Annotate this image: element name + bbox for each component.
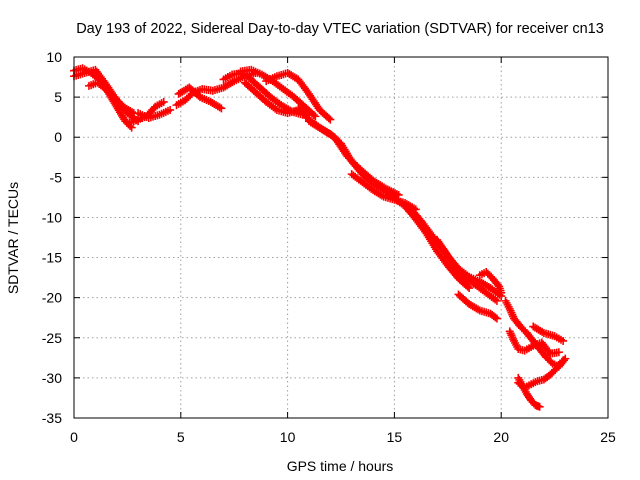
data-point [463, 282, 472, 291]
data-point [326, 115, 335, 124]
y-tick-label: 0 [54, 129, 62, 145]
axis-ticks [73, 56, 609, 419]
data-point [559, 356, 568, 365]
series-track-2 [70, 65, 143, 126]
data-point [554, 348, 563, 357]
data-point [324, 114, 333, 123]
y-tick-label: -10 [42, 209, 62, 225]
data-point [492, 314, 501, 323]
series-track-21 [505, 327, 563, 358]
x-tick-labels: 0 5 10 15 20 25 [70, 429, 616, 445]
series-track-3 [84, 78, 138, 118]
y-tick-label: -5 [50, 169, 63, 185]
x-axis-label: GPS time / hours [287, 458, 394, 474]
y-tick-label: -25 [42, 330, 62, 346]
data-point [465, 284, 474, 293]
data-point [535, 402, 544, 411]
data-point [377, 191, 386, 200]
data-point [389, 188, 398, 197]
data-point [491, 313, 500, 322]
data-point [128, 108, 137, 117]
y-tick-label: -20 [42, 290, 62, 306]
x-tick-label: 15 [387, 429, 403, 445]
y-axis-label: SDTVAR / TECUs [5, 182, 21, 294]
series-track-19 [475, 267, 506, 297]
data-point [559, 336, 568, 345]
data-point [474, 305, 483, 314]
y-tick-label: -15 [42, 250, 62, 266]
data-point [383, 185, 392, 194]
y-tick-label: -30 [42, 370, 62, 386]
data-point [159, 97, 168, 106]
data-point [311, 112, 320, 121]
data-point [215, 103, 224, 112]
data-point [217, 104, 226, 113]
series-track-7 [174, 83, 226, 113]
data-point [492, 296, 501, 305]
series-track-18 [454, 290, 501, 323]
data-point [385, 186, 394, 195]
y-tick-label: -35 [42, 410, 62, 426]
series-track-16 [407, 205, 501, 305]
data-point [387, 187, 396, 196]
series-track-11 [262, 69, 335, 124]
y-tick-label: 5 [54, 89, 62, 105]
data-point [557, 357, 566, 366]
x-tick-label: 25 [600, 429, 616, 445]
series-track-13 [304, 117, 403, 199]
chart-title: Day 193 of 2022, Sidereal Day-to-day VTE… [76, 21, 604, 37]
data-point [538, 327, 547, 336]
series-track-24 [514, 373, 544, 411]
series-track-5 [134, 105, 175, 122]
data-point [497, 288, 506, 297]
x-tick-label: 10 [280, 429, 296, 445]
data-point [381, 184, 390, 193]
series-track-22 [529, 322, 568, 345]
data-point [166, 105, 175, 114]
y-tick-labels: 10 5 0 -5 -10 -15 -20 -25 -30 -35 [42, 49, 62, 426]
plot-frame [73, 56, 609, 419]
data-point [491, 295, 500, 304]
grid-lines [74, 57, 608, 418]
x-tick-label: 5 [177, 429, 185, 445]
x-tick-label: 0 [70, 429, 78, 445]
y-tick-label: 10 [46, 49, 62, 65]
x-tick-label: 20 [493, 429, 509, 445]
data-markers [70, 64, 570, 411]
